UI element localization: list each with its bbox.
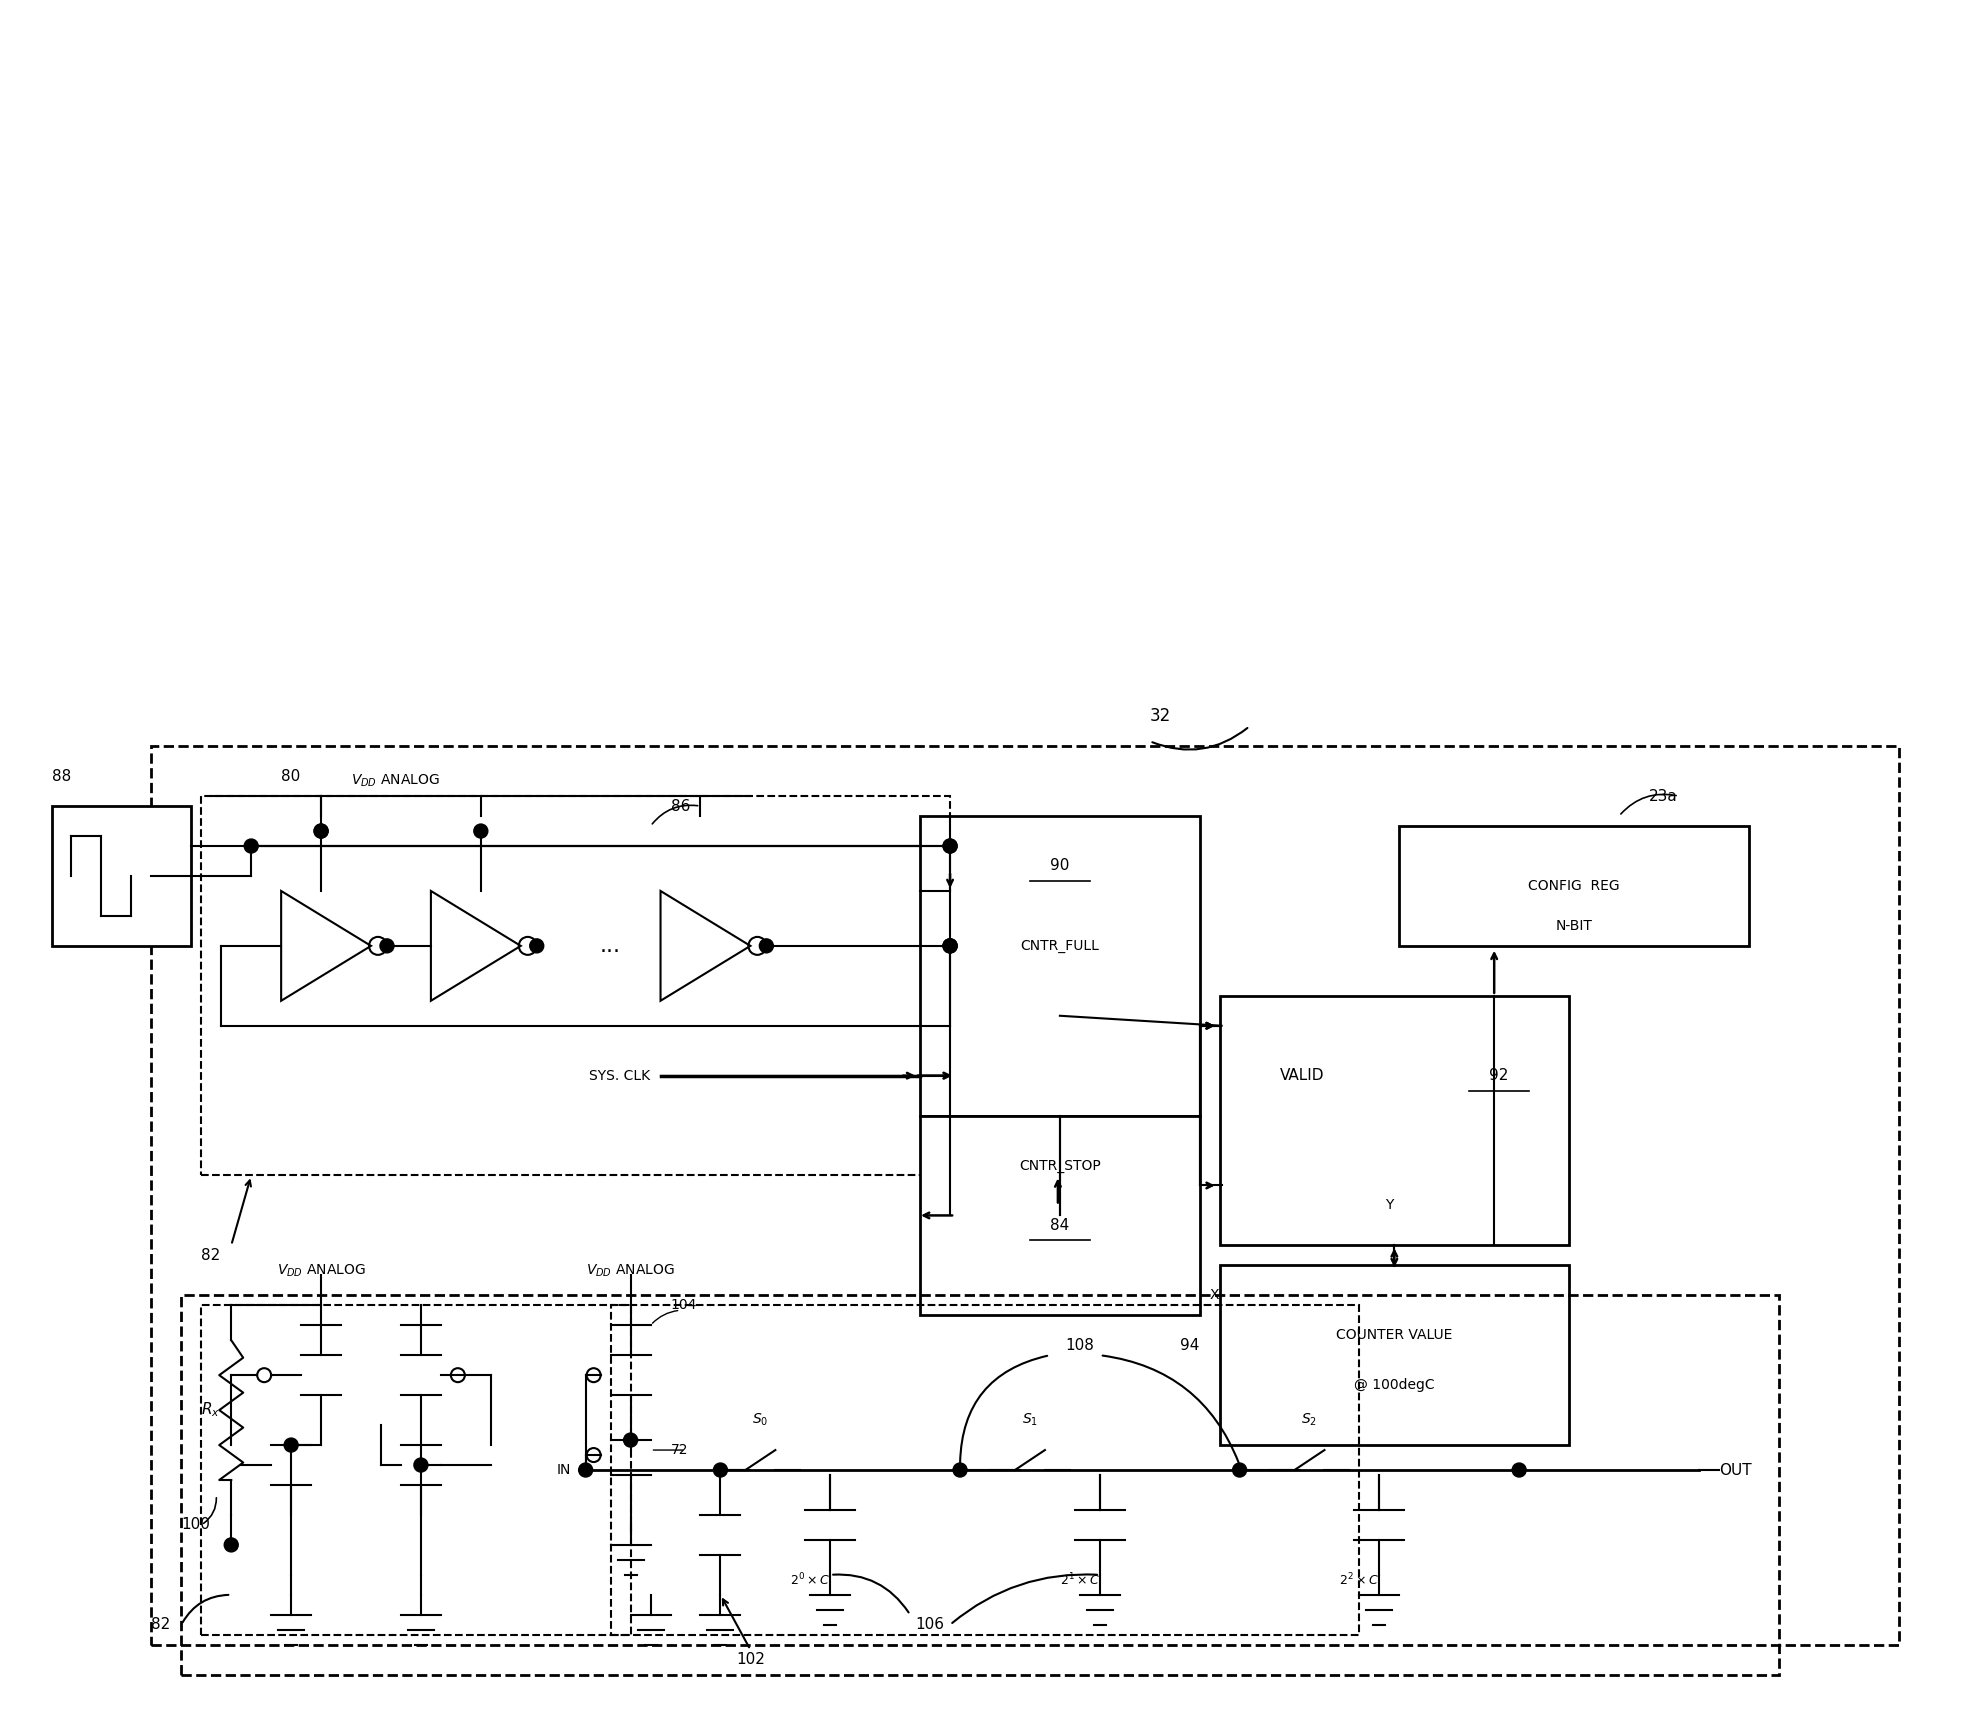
Circle shape <box>943 939 957 953</box>
Circle shape <box>314 823 328 839</box>
Text: $S_1$: $S_1$ <box>1022 1412 1038 1429</box>
Text: $S_2$: $S_2$ <box>1302 1412 1318 1429</box>
Text: $2^0 \times C$: $2^0 \times C$ <box>790 1572 830 1588</box>
Circle shape <box>943 939 957 953</box>
Text: $V_{DD}$ ANALOG: $V_{DD}$ ANALOG <box>276 1262 365 1279</box>
Circle shape <box>1233 1464 1247 1477</box>
Circle shape <box>244 839 258 853</box>
Text: COUNTER VALUE: COUNTER VALUE <box>1336 1329 1453 1343</box>
Text: 92: 92 <box>1489 1068 1509 1084</box>
Text: $R_x$: $R_x$ <box>200 1402 220 1419</box>
Circle shape <box>314 823 328 839</box>
Bar <box>181 1294 1779 1674</box>
Circle shape <box>760 939 774 953</box>
Bar <box>921 816 1199 1115</box>
Circle shape <box>474 823 488 839</box>
Text: N-BIT: N-BIT <box>1556 918 1592 932</box>
Text: 102: 102 <box>736 1652 764 1667</box>
Text: CNTR_FULL: CNTR_FULL <box>1020 939 1100 953</box>
Circle shape <box>224 1538 238 1552</box>
Circle shape <box>415 1458 429 1472</box>
Text: 82: 82 <box>200 1248 220 1263</box>
Bar <box>611 1305 1360 1635</box>
Circle shape <box>379 939 393 953</box>
Text: CNTR_STOP: CNTR_STOP <box>1018 1158 1102 1172</box>
Bar <box>52 806 191 946</box>
Text: 80: 80 <box>282 768 300 784</box>
Bar <box>1219 1265 1568 1445</box>
Text: 104: 104 <box>671 1298 697 1312</box>
Text: $V_{DD}$ ANALOG: $V_{DD}$ ANALOG <box>586 1262 675 1279</box>
Bar <box>200 1305 631 1635</box>
Circle shape <box>943 839 957 853</box>
Text: IN: IN <box>556 1464 570 1477</box>
Text: X: X <box>1209 1288 1219 1303</box>
Text: 82: 82 <box>151 1617 171 1633</box>
Bar <box>200 796 951 1175</box>
Text: 23a: 23a <box>1650 789 1677 804</box>
Text: CONFIG  REG: CONFIG REG <box>1528 879 1620 892</box>
Text: Y: Y <box>1386 1198 1393 1212</box>
Circle shape <box>943 839 957 853</box>
Text: 94: 94 <box>1179 1338 1199 1353</box>
Circle shape <box>623 1433 637 1446</box>
Text: 86: 86 <box>671 799 691 813</box>
Text: OUT: OUT <box>1719 1462 1751 1477</box>
Text: 90: 90 <box>1050 858 1070 873</box>
Circle shape <box>943 939 957 953</box>
Circle shape <box>713 1464 727 1477</box>
Text: 32: 32 <box>1149 708 1171 725</box>
Text: @ 100degC: @ 100degC <box>1354 1377 1435 1393</box>
Text: $2^1 \times C$: $2^1 \times C$ <box>1060 1572 1100 1588</box>
Circle shape <box>580 1464 594 1477</box>
Text: 106: 106 <box>915 1617 945 1633</box>
Bar <box>151 746 1898 1645</box>
Text: 72: 72 <box>671 1443 689 1457</box>
Text: 108: 108 <box>1066 1338 1094 1353</box>
Text: VALID: VALID <box>1280 1068 1324 1084</box>
Text: $S_0$: $S_0$ <box>752 1412 768 1429</box>
Circle shape <box>284 1438 298 1452</box>
Circle shape <box>953 1464 967 1477</box>
Text: $V_{DD}$ ANALOG: $V_{DD}$ ANALOG <box>351 773 441 789</box>
Text: SYS. CLK: SYS. CLK <box>590 1068 651 1082</box>
Text: 100: 100 <box>181 1517 210 1533</box>
Bar <box>1399 827 1749 946</box>
Circle shape <box>1513 1464 1526 1477</box>
Text: $2^2 \times C$: $2^2 \times C$ <box>1340 1572 1380 1588</box>
Text: 88: 88 <box>52 768 71 784</box>
Bar <box>1219 996 1568 1246</box>
Text: 84: 84 <box>1050 1219 1070 1232</box>
Circle shape <box>530 939 544 953</box>
Bar <box>921 1115 1199 1315</box>
Text: ...: ... <box>599 935 621 956</box>
